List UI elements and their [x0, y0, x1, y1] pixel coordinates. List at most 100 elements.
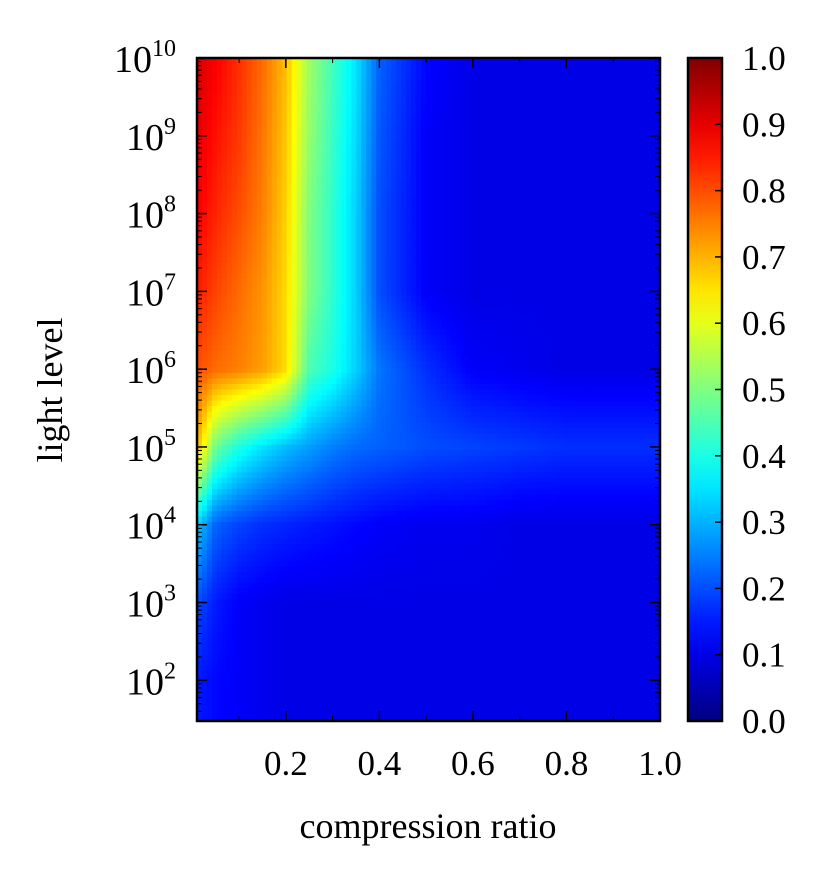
heatmap-cell: [480, 323, 487, 330]
heatmap-cell: [276, 196, 283, 203]
heatmap-cell: [615, 306, 621, 313]
heatmap-cell: [381, 328, 387, 335]
heatmap-cell: [391, 140, 397, 148]
heatmap-cell: [450, 129, 457, 136]
heatmap-cell: [465, 135, 472, 142]
heatmap-cell: [635, 317, 641, 324]
heatmap-cell: [515, 157, 522, 164]
heatmap-cell: [505, 157, 512, 164]
heatmap-cell: [435, 102, 442, 109]
heatmap-cell: [525, 234, 532, 241]
heatmap-cell: [560, 251, 567, 258]
heatmap-cell: [301, 96, 308, 103]
heatmap-cell: [525, 107, 532, 114]
heatmap-cell: [356, 251, 362, 258]
heatmap-cell: [520, 256, 527, 264]
heatmap-cell: [610, 223, 616, 230]
heatmap-cell: [515, 240, 522, 247]
heatmap-cell: [281, 157, 288, 164]
heatmap-cell: [575, 267, 581, 275]
heatmap-cell: [560, 301, 567, 308]
heatmap-cell: [570, 223, 576, 230]
heatmap-cell: [226, 212, 233, 219]
heatmap-cell: [406, 96, 412, 103]
heatmap-cell: [386, 151, 392, 159]
heatmap-cell: [510, 58, 517, 65]
heatmap-cell: [256, 317, 263, 324]
heatmap-cell: [311, 207, 318, 214]
heatmap-cell: [396, 306, 402, 313]
heatmap-cell: [635, 306, 641, 313]
heatmap-cell: [530, 212, 537, 219]
heatmap-cell: [221, 63, 228, 70]
heatmap-cell: [635, 102, 641, 109]
heatmap-cell: [450, 240, 457, 247]
heatmap-cell: [495, 229, 502, 236]
heatmap-cell: [401, 69, 407, 76]
heatmap-cell: [645, 135, 651, 142]
heatmap-cell: [381, 295, 387, 302]
heatmap-cell: [625, 273, 631, 280]
heatmap-cell: [401, 146, 407, 153]
heatmap-cell: [351, 234, 357, 241]
heatmap-cell: [555, 273, 562, 280]
heatmap-cell: [465, 245, 472, 252]
heatmap-cell: [585, 58, 591, 65]
heatmap-cell: [326, 256, 333, 264]
heatmap-cell: [406, 102, 412, 109]
heatmap-cell: [271, 284, 278, 291]
heatmap-cell: [321, 279, 328, 286]
heatmap-cell: [391, 262, 397, 269]
heatmap-cell: [545, 267, 552, 275]
heatmap-cell: [615, 157, 621, 164]
heatmap-cell: [595, 140, 601, 148]
heatmap-cell: [435, 201, 442, 208]
heatmap-cell: [296, 234, 303, 241]
heatmap-cell: [416, 234, 422, 241]
heatmap-cell: [595, 229, 601, 236]
heatmap-cell: [520, 146, 527, 153]
heatmap-cell: [580, 151, 586, 159]
heatmap-cell: [600, 323, 606, 330]
heatmap-cell: [336, 223, 342, 230]
heatmap-cell: [570, 151, 576, 159]
heatmap-cell: [455, 91, 462, 98]
heatmap-cell: [645, 218, 651, 225]
heatmap-cell: [311, 301, 318, 308]
heatmap-cell: [201, 295, 208, 302]
heatmap-cell: [470, 245, 477, 252]
heatmap-cell: [500, 290, 507, 297]
heatmap-cell: [460, 290, 467, 297]
heatmap-cell: [480, 223, 487, 230]
heatmap-cell: [361, 135, 367, 142]
heatmap-cell: [251, 306, 258, 313]
heatmap-cell: [505, 113, 512, 120]
heatmap-cell: [510, 151, 517, 159]
heatmap-cell: [316, 273, 323, 280]
heatmap-cell: [560, 290, 567, 297]
heatmap-cell: [286, 168, 293, 175]
heatmap-cell: [226, 80, 233, 87]
heatmap-cell: [341, 306, 347, 313]
heatmap-cell: [321, 91, 328, 98]
heatmap-cell: [421, 312, 427, 319]
heatmap-cell: [396, 129, 402, 136]
heatmap-cell: [650, 218, 656, 225]
heatmap-cell: [605, 185, 611, 192]
heatmap-cell: [570, 207, 576, 214]
heatmap-cell: [266, 256, 273, 264]
heatmap-cell: [331, 162, 337, 170]
heatmap-cell: [645, 301, 651, 308]
heatmap-cell: [261, 129, 268, 136]
heatmap-cell: [261, 223, 268, 230]
heatmap-cell: [246, 295, 253, 302]
heatmap-cell: [440, 229, 447, 236]
heatmap-cell: [495, 339, 502, 346]
heatmap-cell: [336, 295, 342, 302]
heatmap-cell: [515, 267, 522, 275]
heatmap-cell: [470, 317, 477, 324]
heatmap-cell: [545, 207, 552, 214]
heatmap-cell: [630, 185, 636, 192]
heatmap-cell: [386, 301, 392, 308]
heatmap-cell: [381, 245, 387, 252]
